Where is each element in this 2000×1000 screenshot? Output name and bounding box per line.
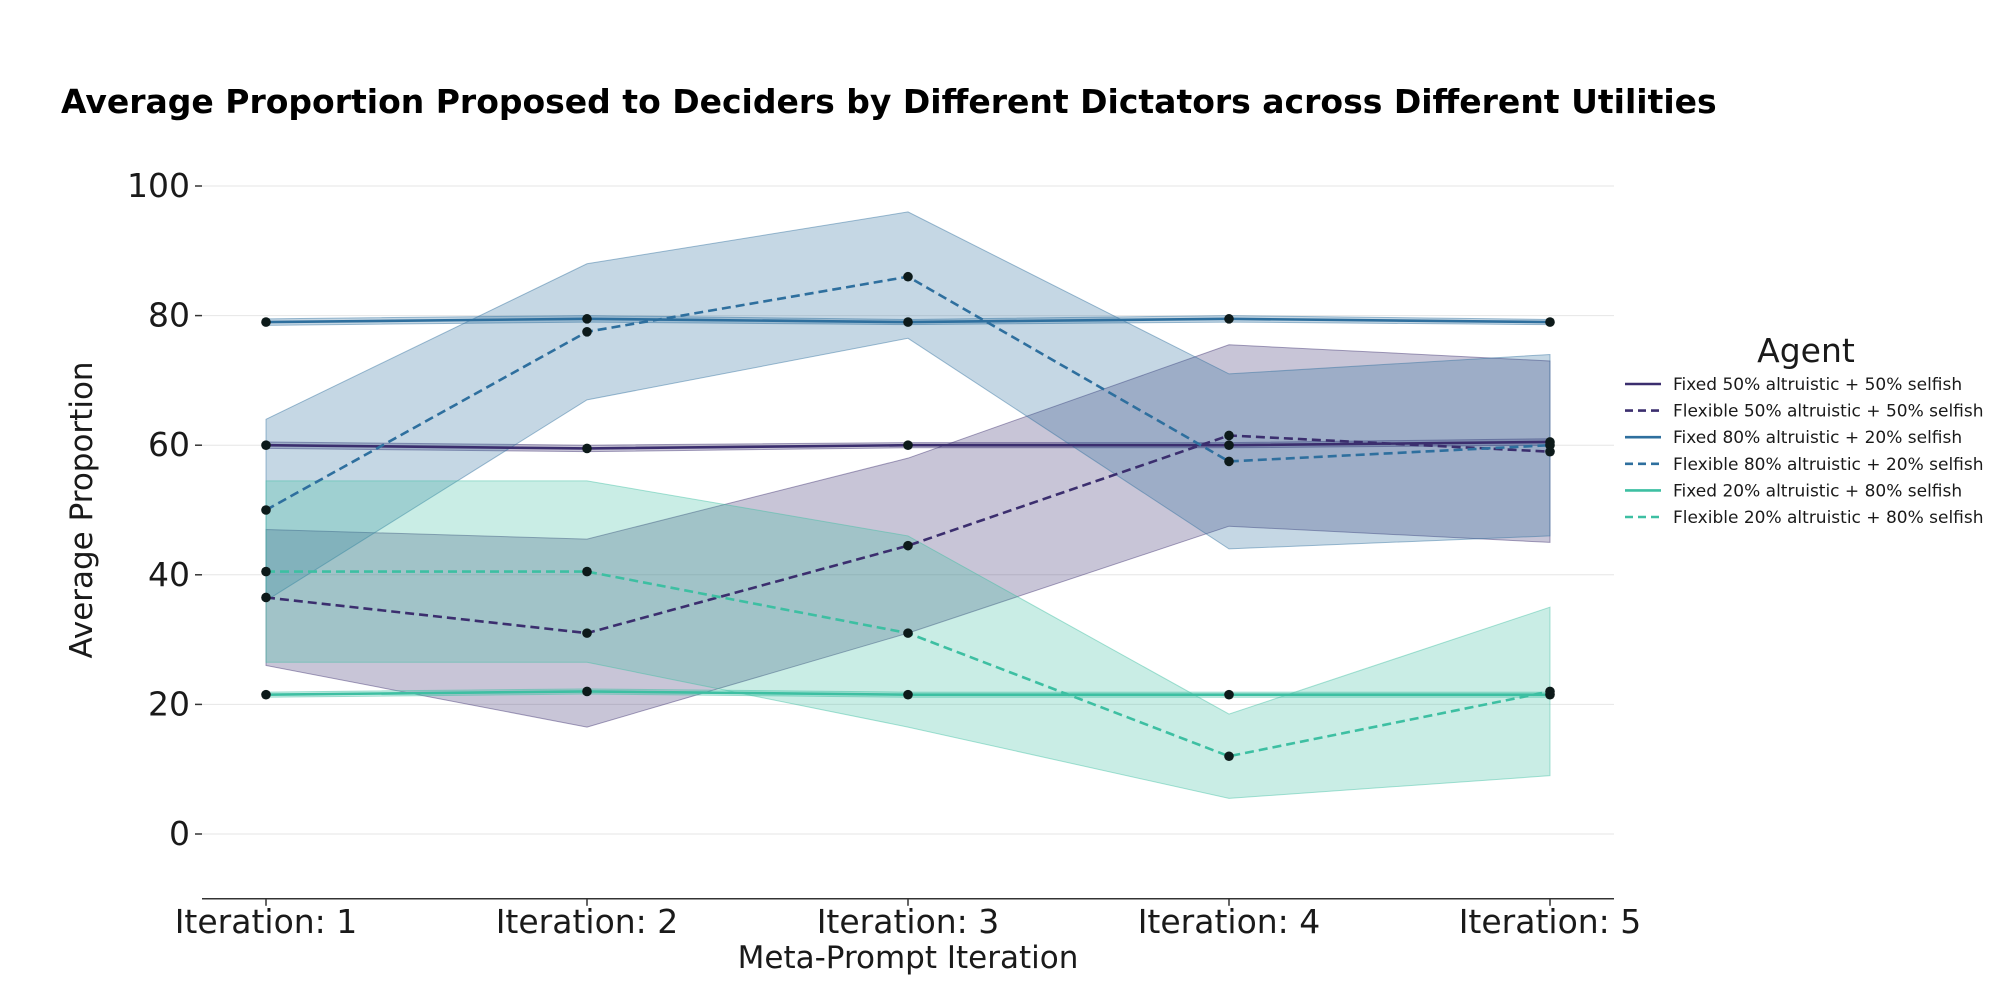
data-point	[1545, 686, 1555, 697]
legend-label-1: Fixed 50% altruistic + 50% selfish	[1673, 375, 1962, 395]
x-tick-label: Iteration: 5	[1459, 902, 1642, 941]
data-point	[582, 566, 592, 577]
data-point	[582, 443, 592, 454]
data-point	[1224, 456, 1234, 467]
confidence-bands	[265, 211, 1551, 799]
data-point	[903, 540, 913, 551]
data-point	[261, 566, 271, 577]
data-point	[1224, 751, 1234, 762]
legend-label-2: Flexible 50% altruistic + 50% selfish	[1673, 402, 1984, 422]
confidence-band-6	[265, 480, 1551, 799]
legend: Agent Fixed 50% altruistic + 50% selfish…	[1625, 331, 1984, 528]
legend-label-5: Fixed 20% altruistic + 80% selfish	[1673, 481, 1962, 501]
data-point	[1545, 440, 1555, 451]
data-point	[261, 440, 271, 451]
grid-lines	[202, 185, 1614, 835]
data-point	[1224, 689, 1234, 700]
data-point	[1545, 317, 1555, 327]
data-point	[261, 689, 271, 700]
data-point	[1224, 314, 1234, 324]
data-point	[903, 271, 913, 282]
y-tick-label: 20	[148, 684, 190, 723]
x-tick-label: Iteration: 1	[175, 902, 358, 941]
y-tick-label: 0	[169, 814, 190, 853]
data-point	[582, 327, 592, 337]
data-points	[261, 271, 1555, 762]
x-tick-label: Iteration: 3	[817, 902, 1000, 941]
series-line-2	[265, 434, 1551, 635]
data-point	[582, 628, 592, 638]
y-tick-label: 60	[148, 425, 190, 464]
x-tick-label: Iteration: 4	[1138, 902, 1321, 941]
data-point	[903, 628, 913, 638]
legend-title: Agent	[1757, 331, 1855, 370]
legend-label-4: Flexible 80% altruistic + 20% selfish	[1673, 455, 1984, 475]
data-point	[903, 689, 913, 700]
data-point	[261, 505, 271, 515]
y-tick-label: 80	[148, 296, 190, 335]
data-point	[903, 317, 913, 327]
data-point	[261, 592, 271, 603]
y-tick-label: 40	[148, 555, 190, 594]
data-point	[582, 686, 592, 697]
axes: 0 20 40 60 80 100 Iteration: 1 Iteration: 2 Iter…	[127, 166, 1641, 941]
confidence-band-4	[265, 211, 1551, 602]
y-tick-label: 100	[127, 166, 190, 205]
x-tick-label: Iteration: 2	[496, 902, 679, 941]
y-axis-label: Average Proportion	[64, 361, 100, 658]
legend-label-6: Flexible 20% altruistic + 80% selfish	[1673, 508, 1984, 528]
chart-title: Average Proportion Proposed to Deciders …	[61, 82, 1717, 121]
data-point	[903, 440, 913, 451]
data-point	[1224, 430, 1234, 441]
data-point	[582, 314, 592, 324]
legend-label-3: Fixed 80% altruistic + 20% selfish	[1673, 428, 1962, 448]
x-axis-label: Meta-Prompt Iteration	[738, 940, 1079, 976]
data-point	[1224, 440, 1234, 451]
data-point	[261, 317, 271, 327]
